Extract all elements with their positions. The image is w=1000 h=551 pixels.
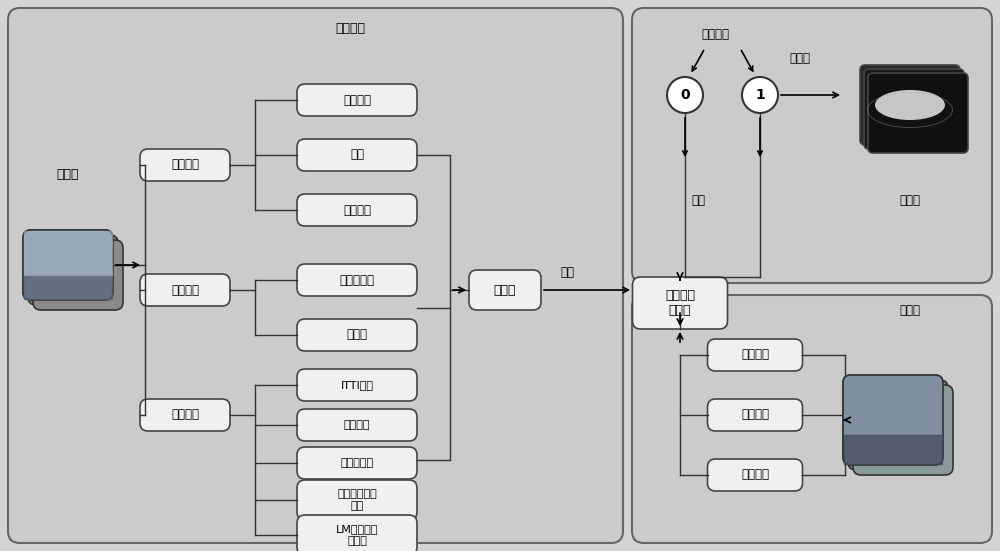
Text: 可控金字塔子
频带: 可控金字塔子 频带 <box>337 489 377 511</box>
Text: 特征提取: 特征提取 <box>335 21 365 35</box>
Circle shape <box>667 77 703 113</box>
FancyBboxPatch shape <box>853 385 953 475</box>
FancyBboxPatch shape <box>297 139 417 171</box>
Text: ITTI特征: ITTI特征 <box>340 380 374 390</box>
FancyBboxPatch shape <box>8 8 623 543</box>
Text: 显著图: 显著图 <box>347 328 368 342</box>
Text: 深度玻尔
兹曼机: 深度玻尔 兹曼机 <box>665 289 695 317</box>
Text: 水平线检测: 水平线检测 <box>340 273 374 287</box>
Text: 紧密度特征: 紧密度特征 <box>340 458 374 468</box>
FancyBboxPatch shape <box>708 339 802 371</box>
FancyBboxPatch shape <box>848 380 948 470</box>
FancyBboxPatch shape <box>632 295 992 543</box>
Text: LM滤波器最
大响应: LM滤波器最 大响应 <box>336 524 378 546</box>
Text: 样本集: 样本集 <box>57 169 79 181</box>
FancyBboxPatch shape <box>140 399 230 431</box>
FancyBboxPatch shape <box>632 8 992 283</box>
Text: 颜色特征: 颜色特征 <box>344 420 370 430</box>
FancyBboxPatch shape <box>297 447 417 479</box>
Text: 测试集: 测试集 <box>900 304 920 316</box>
FancyBboxPatch shape <box>28 235 118 305</box>
FancyBboxPatch shape <box>843 375 943 465</box>
FancyBboxPatch shape <box>297 264 417 296</box>
FancyBboxPatch shape <box>860 65 960 145</box>
Text: 高层特征: 高层特征 <box>741 348 769 361</box>
Circle shape <box>742 77 778 113</box>
FancyBboxPatch shape <box>33 240 123 310</box>
FancyBboxPatch shape <box>708 459 802 491</box>
FancyBboxPatch shape <box>23 230 113 300</box>
Text: 测试: 测试 <box>691 193 705 207</box>
Ellipse shape <box>875 90 945 120</box>
FancyBboxPatch shape <box>23 230 113 300</box>
Text: 输出节点: 输出节点 <box>701 29 729 41</box>
FancyBboxPatch shape <box>297 515 417 551</box>
FancyBboxPatch shape <box>297 480 417 520</box>
Text: 中层特征: 中层特征 <box>741 408 769 422</box>
FancyBboxPatch shape <box>864 69 964 149</box>
FancyBboxPatch shape <box>708 399 802 431</box>
Text: 显著图: 显著图 <box>900 193 920 207</box>
Text: 底层特征: 底层特征 <box>741 468 769 482</box>
FancyBboxPatch shape <box>868 73 968 153</box>
FancyBboxPatch shape <box>469 270 541 310</box>
Text: 概率值: 概率值 <box>790 51 810 64</box>
Text: 训练: 训练 <box>560 266 574 278</box>
Text: 目标银行: 目标银行 <box>343 94 371 106</box>
Text: 特征集: 特征集 <box>494 284 516 296</box>
FancyBboxPatch shape <box>297 84 417 116</box>
FancyBboxPatch shape <box>140 274 230 306</box>
Text: 人脸: 人脸 <box>350 149 364 161</box>
FancyBboxPatch shape <box>297 319 417 351</box>
FancyBboxPatch shape <box>843 375 943 465</box>
FancyBboxPatch shape <box>297 409 417 441</box>
Text: 底层特征: 底层特征 <box>171 408 199 422</box>
FancyBboxPatch shape <box>297 194 417 226</box>
Text: 中层特征: 中层特征 <box>171 284 199 296</box>
FancyBboxPatch shape <box>140 149 230 181</box>
FancyBboxPatch shape <box>297 369 417 401</box>
FancyBboxPatch shape <box>633 277 728 329</box>
Text: 高层特征: 高层特征 <box>171 159 199 171</box>
Text: 1: 1 <box>755 88 765 102</box>
Text: 0: 0 <box>680 88 690 102</box>
Text: 中心偏置: 中心偏置 <box>343 203 371 217</box>
